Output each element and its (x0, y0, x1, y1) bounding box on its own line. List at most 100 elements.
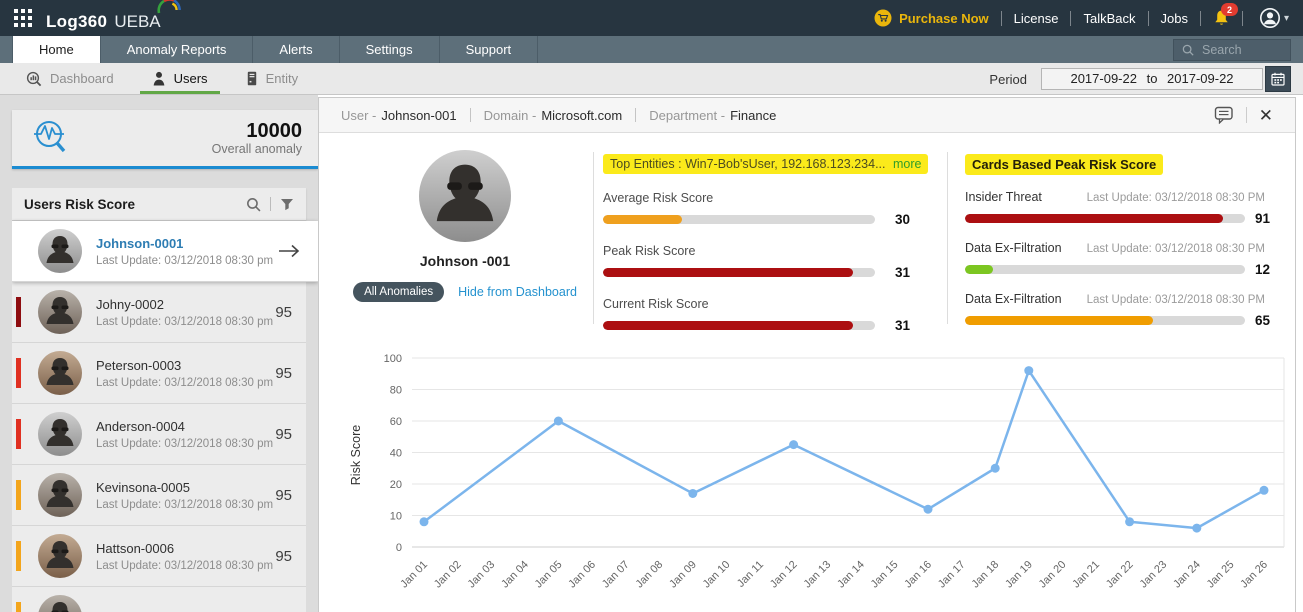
breadcrumb-divider (470, 108, 471, 122)
calendar-icon (1271, 72, 1285, 86)
search-icon (1182, 44, 1194, 56)
svg-text:Jan 01: Jan 01 (398, 559, 430, 591)
search-input[interactable] (1200, 42, 1268, 58)
progress-track (603, 268, 875, 277)
users-icon (152, 71, 166, 86)
vertical-divider (593, 152, 594, 324)
user-row-johny-0002[interactable]: Johny-0002 Last Update: 03/12/2018 08:30… (12, 282, 306, 343)
user-row-partial[interactable] (12, 587, 306, 612)
user-row-johnson-0001[interactable]: Johnson-0001 Last Update: 03/12/2018 08:… (12, 221, 318, 282)
top-entities-line: Top Entities : Win7-Bob'sUser, 192.168.1… (603, 154, 928, 174)
user-name: Kevinsona-0005 (96, 480, 273, 495)
svg-text:Jan 14: Jan 14 (835, 559, 867, 591)
progress-track (965, 214, 1245, 223)
nav-search (1173, 39, 1291, 61)
user-row-anderson-0004[interactable]: Anderson-0004 Last Update: 03/12/2018 08… (12, 404, 306, 465)
user-risk-score: 95 (275, 548, 292, 565)
filter-icon[interactable] (280, 198, 294, 211)
top-bar: Log360 UEBA (0, 0, 1303, 36)
logo-product: UEBA (114, 12, 160, 32)
apps-grid-icon[interactable] (14, 9, 32, 27)
search-icon[interactable] (246, 197, 261, 212)
svg-text:Jan 18: Jan 18 (969, 559, 1001, 591)
close-icon[interactable]: ✕ (1259, 107, 1273, 124)
anomaly-magnifier-icon (28, 117, 76, 159)
user-row-kevinsona-0005[interactable]: Kevinsona-0005 Last Update: 03/12/2018 0… (12, 465, 306, 526)
user-row-peterson-0003[interactable]: Peterson-0003 Last Update: 03/12/2018 08… (12, 343, 306, 404)
topbar-divider (1001, 11, 1002, 26)
tab-anomaly-reports[interactable]: Anomaly Reports (101, 36, 254, 63)
purchase-now-link[interactable]: Purchase Now (874, 9, 989, 27)
comment-icon[interactable] (1214, 106, 1234, 124)
current-risk-score-group: Current Risk Score 31 (603, 297, 949, 333)
user-detail-header: User - Johnson-001 Domain - Microsoft.co… (319, 98, 1295, 133)
entity-icon (246, 71, 258, 86)
user-row-hattson-0006[interactable]: Hattson-0006 Last Update: 03/12/2018 08:… (12, 526, 306, 587)
avatar (38, 595, 82, 612)
cards-title: Cards Based Peak Risk Score (965, 154, 1163, 175)
breadcrumb-user-label: User - (341, 108, 376, 123)
avatar (38, 412, 82, 456)
user-risk-score: 95 (275, 365, 292, 382)
risk-scores-block: Top Entities : Win7-Bob'sUser, 192.168.1… (603, 154, 949, 333)
progress-track (965, 316, 1245, 325)
average-risk-score-group: Average Risk Score 30 (603, 191, 949, 227)
tab-alerts[interactable]: Alerts (253, 36, 339, 63)
svg-text:Jan 07: Jan 07 (600, 559, 632, 591)
progress-track (603, 215, 875, 224)
arrow-right-icon[interactable] (278, 244, 302, 258)
app-logo: Log360 UEBA (46, 5, 185, 32)
tab-settings[interactable]: Settings (340, 36, 440, 63)
top-entities-value: Win7-Bob'sUser, 192.168.123.234... (685, 157, 885, 171)
svg-text:Jan 24: Jan 24 (1171, 559, 1203, 591)
risk-level-bar (16, 602, 21, 612)
subnav-item-dashboard[interactable]: Dashboard (14, 63, 126, 94)
svg-text:Jan 17: Jan 17 (936, 559, 968, 591)
progress-fill (603, 321, 853, 330)
svg-text:Jan 02: Jan 02 (432, 559, 464, 591)
svg-text:0: 0 (396, 542, 402, 554)
risk-level-bar (16, 358, 21, 388)
progress-fill (603, 215, 682, 224)
user-last-update: Last Update: 03/12/2018 08:30 pm (96, 560, 273, 572)
jobs-link[interactable]: Jobs (1161, 11, 1188, 26)
topbar-divider (1200, 11, 1201, 26)
hide-from-dashboard-link[interactable]: Hide from Dashboard (458, 285, 577, 299)
talkback-link[interactable]: TalkBack (1083, 11, 1135, 26)
overall-anomaly-card[interactable]: 10000 Overall anomaly (12, 110, 318, 169)
user-risk-score: 95 (275, 304, 292, 321)
logo-brand: Log360 (46, 12, 107, 32)
tab-home[interactable]: Home (12, 36, 101, 63)
subnav-item-users[interactable]: Users (140, 63, 220, 94)
log360-ueba-app: Log360 UEBA (0, 0, 1303, 612)
svg-text:Jan 20: Jan 20 (1037, 559, 1069, 591)
header-divider (270, 197, 271, 211)
calendar-button[interactable] (1265, 66, 1291, 92)
notifications-button[interactable]: 2 (1213, 9, 1230, 27)
period-range-field[interactable]: 2017-09-22 to 2017-09-22 (1041, 68, 1263, 90)
card-last-update: Last Update: 03/12/2018 08:30 PM (1087, 192, 1265, 204)
dashboard-icon (26, 71, 42, 87)
svg-text:Jan 05: Jan 05 (533, 559, 565, 591)
subnav-item-entity[interactable]: Entity (234, 63, 311, 94)
top-entities-separator: : (678, 157, 681, 171)
progress-fill (965, 214, 1223, 223)
top-entities-more-link[interactable]: more (893, 157, 921, 171)
all-anomalies-button[interactable]: All Anomalies (353, 282, 444, 302)
account-menu[interactable]: ▾ (1259, 7, 1289, 29)
breadcrumb-user-value: Johnson-001 (381, 108, 456, 123)
risk-level-bar (16, 541, 21, 571)
overall-anomaly-score: 10000 (212, 120, 302, 142)
avatar (38, 351, 82, 395)
license-link[interactable]: License (1014, 11, 1059, 26)
tab-support[interactable]: Support (440, 36, 539, 63)
user-name: Hattson-0006 (96, 541, 273, 556)
user-last-update: Last Update: 03/12/2018 08:30 pm (96, 499, 273, 511)
users-risk-score-header: Users Risk Score (12, 188, 306, 221)
bar-value: 31 (895, 265, 910, 280)
user-name: Peterson-0003 (96, 358, 273, 373)
user-name: Anderson-0004 (96, 419, 273, 434)
avatar (38, 473, 82, 517)
svg-text:10: 10 (390, 511, 402, 523)
risk-level-bar (16, 419, 21, 449)
